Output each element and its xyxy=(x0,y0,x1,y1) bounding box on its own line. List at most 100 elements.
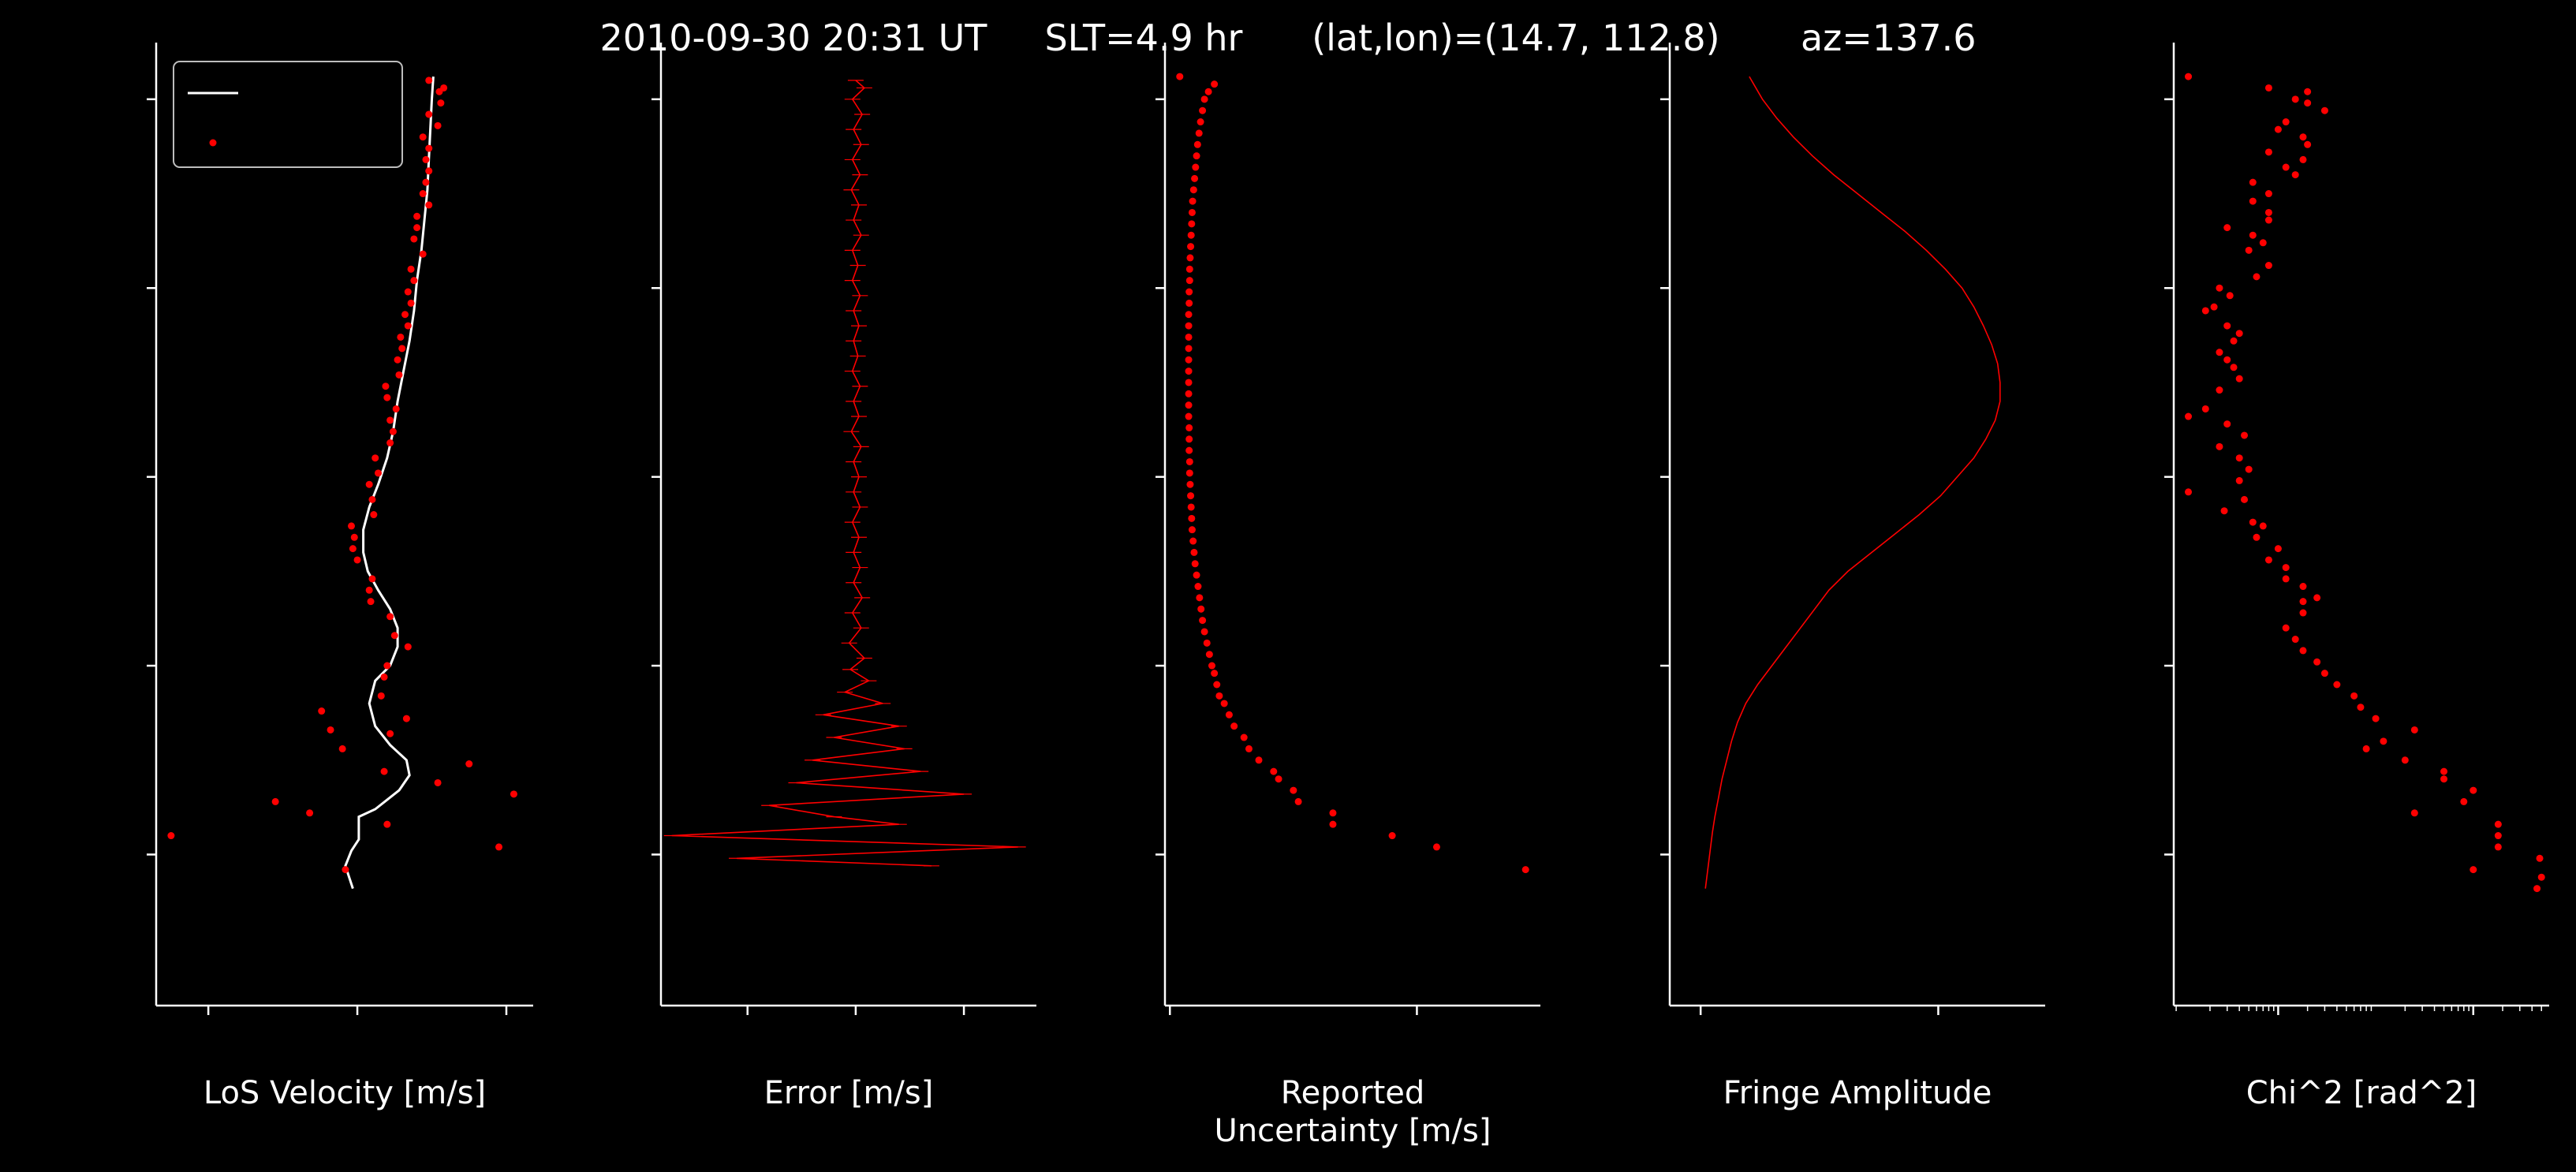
x-axis-label: Chi^2 [rad^2] xyxy=(2246,1075,2477,1111)
data-point xyxy=(380,673,388,681)
data-point xyxy=(2223,356,2231,364)
panel-1: LoS Velocity [m/s] xyxy=(147,43,533,1111)
data-point xyxy=(1185,311,1193,319)
data-point xyxy=(1188,514,1196,522)
data-point xyxy=(371,454,379,462)
data-point xyxy=(434,121,442,129)
x-axis-label-line: Error [m/s] xyxy=(764,1075,934,1111)
data-point xyxy=(271,797,279,805)
x-axis-label-line: Fringe Amplitude xyxy=(1723,1075,1992,1111)
data-point xyxy=(1190,548,1198,556)
data-point xyxy=(2253,533,2261,541)
data-point xyxy=(413,224,421,232)
data-point xyxy=(2282,575,2290,583)
data-point xyxy=(390,632,398,640)
data-point xyxy=(377,692,385,700)
data-point xyxy=(2223,224,2231,232)
data-point xyxy=(368,575,376,583)
data-point xyxy=(1388,832,1396,840)
data-point xyxy=(2185,73,2193,80)
data-point xyxy=(2440,775,2448,783)
data-point xyxy=(389,427,397,435)
data-point xyxy=(425,201,433,209)
data-point xyxy=(2185,488,2193,496)
data-point xyxy=(367,598,375,606)
data-point xyxy=(410,235,418,243)
data-point xyxy=(1185,299,1193,307)
data-point xyxy=(2333,681,2341,689)
panel-4: Fringe Amplitude xyxy=(1660,43,2045,1111)
data-point xyxy=(383,662,391,670)
data-point xyxy=(419,250,427,258)
data-point xyxy=(2245,246,2253,254)
data-point xyxy=(2299,598,2307,606)
x-axis-label: Error [m/s] xyxy=(764,1075,934,1111)
data-point xyxy=(1185,446,1193,454)
data-point xyxy=(1186,480,1194,488)
data-point xyxy=(419,133,427,141)
legend-frame xyxy=(173,61,403,168)
data-point xyxy=(1194,583,1202,591)
data-point xyxy=(2410,809,2418,817)
data-point xyxy=(2304,88,2312,95)
data-point xyxy=(2460,797,2468,805)
data-point xyxy=(425,167,433,175)
data-point xyxy=(2350,692,2358,700)
data-point xyxy=(1220,700,1228,707)
data-point xyxy=(404,322,412,330)
data-point xyxy=(2470,786,2477,794)
data-point xyxy=(2291,95,2299,103)
data-point xyxy=(1185,435,1193,443)
data-point xyxy=(1185,401,1193,409)
data-point xyxy=(2235,330,2243,338)
data-point xyxy=(350,533,358,541)
data-point xyxy=(2241,431,2249,439)
data-point xyxy=(2249,178,2257,186)
data-point xyxy=(2264,262,2272,270)
x-axis-label: LoS Velocity [m/s] xyxy=(203,1075,486,1111)
data-point xyxy=(392,405,400,412)
data-point xyxy=(2249,231,2257,239)
data-point xyxy=(1199,106,1207,114)
data-point xyxy=(2362,745,2370,752)
data-point xyxy=(1185,424,1193,431)
data-point xyxy=(1191,174,1199,182)
data-point xyxy=(2264,190,2272,198)
data-point xyxy=(2282,564,2290,572)
data-point xyxy=(437,99,445,107)
data-point xyxy=(434,778,442,786)
data-point xyxy=(2299,647,2307,655)
data-point xyxy=(2299,583,2307,591)
data-point xyxy=(2264,208,2272,216)
data-point xyxy=(2216,386,2223,394)
data-point xyxy=(383,394,391,401)
data-point xyxy=(2537,873,2545,881)
data-point xyxy=(1185,333,1193,341)
data-point xyxy=(1290,786,1297,794)
data-point xyxy=(2282,624,2290,632)
data-point xyxy=(407,265,415,273)
data-point xyxy=(2264,556,2272,564)
data-point xyxy=(2241,495,2249,503)
data-point xyxy=(1185,288,1193,296)
data-point xyxy=(1329,820,1337,828)
data-point xyxy=(2313,658,2321,666)
x-axis-label: Reported Uncertainty [m/s] xyxy=(1215,1075,1491,1149)
data-point xyxy=(495,843,503,851)
data-point xyxy=(2264,148,2272,156)
panel-5: Chi^2 [rad^2] xyxy=(2164,43,2549,1111)
data-point xyxy=(2313,594,2321,602)
data-point xyxy=(1211,80,1219,88)
data-point xyxy=(386,730,394,737)
data-point xyxy=(382,383,390,390)
series-line-1 xyxy=(344,77,435,890)
data-point xyxy=(1230,722,1238,730)
data-point xyxy=(1225,711,1233,719)
data-point xyxy=(1195,129,1203,137)
data-point xyxy=(2220,507,2228,515)
data-point xyxy=(1275,775,1282,783)
data-point xyxy=(1193,571,1200,579)
data-point xyxy=(167,832,175,840)
data-point xyxy=(365,586,373,594)
